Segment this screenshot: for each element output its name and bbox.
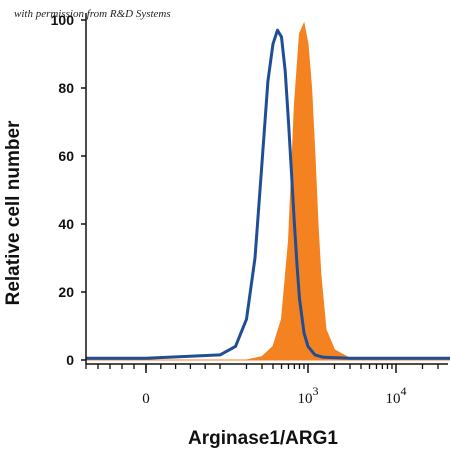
y-axis-title: Relative cell number (3, 120, 24, 305)
x-axis-title: Arginase1/ARG1 (188, 428, 338, 449)
y-tick-label: 40 (58, 216, 74, 232)
y-tick-label: 80 (58, 80, 74, 96)
watermark: with permission from R&D Systems (14, 8, 171, 20)
x-tick-label: 103 (298, 384, 319, 407)
x-tick-label: 0 (142, 391, 150, 407)
y-tick-label: 20 (58, 284, 74, 300)
axes-layer: 0204060801000103104105 (51, 12, 448, 407)
y-tick-label: 60 (58, 148, 74, 164)
y-tick-label: 100 (51, 12, 75, 28)
series-outline-histogram (86, 28, 450, 360)
series-layer (86, 21, 450, 361)
y-tick-label: 0 (66, 352, 74, 368)
x-tick-label: 104 (386, 384, 407, 407)
